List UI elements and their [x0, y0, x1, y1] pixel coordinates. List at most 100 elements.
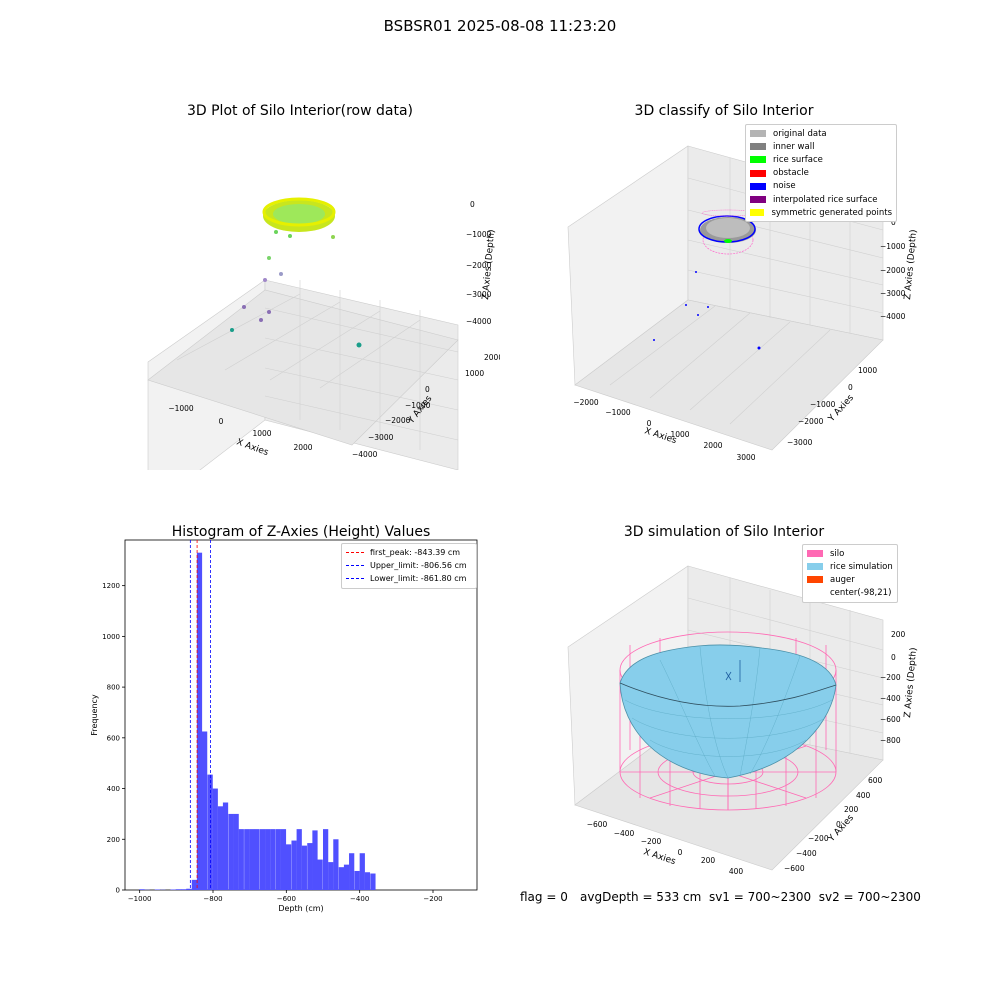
histogram-bar	[249, 829, 255, 890]
histogram-xtick-label: −200	[423, 895, 442, 903]
figure-title: BSBSR01 2025-08-08 11:23:20	[383, 17, 617, 35]
raw-xtick: 0	[219, 417, 224, 426]
legend-entry: center(-98,21)	[807, 587, 893, 600]
histogram-bar	[212, 788, 218, 890]
classify-ztick: −4000	[880, 312, 906, 321]
histogram-bar	[275, 829, 281, 890]
raw-grid	[176, 280, 459, 450]
histogram-bar	[222, 802, 229, 890]
histogram-xtick-label: −400	[350, 895, 369, 903]
footer-flag: flag = 0	[520, 890, 568, 904]
histogram-legend: first_peak: -843.39 cm Upper_limit: -806…	[341, 543, 477, 589]
sim-floor-pane	[574, 719, 884, 871]
sim-xtick: 200	[701, 856, 716, 865]
histogram-bar	[191, 879, 197, 890]
legend-entry: auger	[807, 573, 893, 586]
legend-line	[346, 578, 364, 580]
histogram-xlabel: Depth (cm)	[278, 904, 323, 913]
histogram-bar	[307, 843, 313, 890]
classify-ytick: −1000	[810, 400, 836, 409]
sim-ylabel: Y Axies	[826, 813, 856, 845]
histogram-bar	[354, 870, 360, 890]
raw-point	[356, 342, 362, 348]
sim-ytick: −200	[808, 834, 829, 843]
histogram-bar	[265, 829, 271, 890]
legend-entry: noise	[750, 180, 892, 193]
histogram-bar	[328, 862, 334, 890]
legend-swatch	[750, 196, 766, 204]
sim-ytick: 0	[836, 820, 841, 829]
raw-ztick: −1000	[466, 230, 492, 239]
histogram-ytick-label: 0	[116, 887, 120, 895]
legend-label: rice surface	[773, 154, 823, 165]
histogram-bar	[333, 839, 339, 890]
legend-label: Upper_limit: -806.56 cm	[370, 561, 467, 571]
histogram-bar	[228, 813, 234, 890]
histogram-bar	[259, 829, 266, 890]
sim-ztick: 0	[891, 653, 896, 662]
histogram-bar	[139, 889, 145, 890]
legend-label: noise	[773, 181, 796, 192]
raw-ztick: −3000	[466, 290, 492, 299]
raw-3d-plot: −1000 0 1000 2000 2000 1000 0 −1000 −200…	[147, 197, 500, 470]
sim-rice-rim	[619, 682, 837, 707]
sim-xtick: −200	[641, 837, 662, 846]
histogram-ytick-label: 1200	[102, 582, 120, 590]
legend-entry: interpolated rice surface	[750, 193, 892, 206]
raw-point	[259, 318, 263, 322]
sim-rice-surface	[619, 644, 837, 779]
legend-line	[346, 552, 364, 554]
histogram-xtick-label: −1000	[128, 895, 152, 903]
classify-ztick: −2000	[880, 266, 906, 275]
raw-point	[230, 328, 234, 332]
histogram-bar	[196, 552, 203, 890]
histogram-bar	[244, 829, 250, 890]
classify-legend: original data inner wall rice surface ob…	[745, 124, 897, 223]
raw-ztick: 0	[470, 200, 475, 209]
sim-ytick: −400	[796, 849, 817, 858]
sim-ytick: 200	[844, 805, 859, 814]
sim-ztick: 200	[891, 630, 906, 639]
legend-label: original data	[773, 128, 827, 139]
classify-xtick: 0	[647, 419, 652, 428]
raw-surface-inner	[273, 204, 325, 224]
histogram-bar	[296, 829, 302, 890]
sim-auger	[725, 660, 741, 682]
raw-ytick: 2000	[484, 353, 500, 362]
raw-surface-cluster	[262, 197, 336, 232]
legend-entry: inner wall	[750, 140, 892, 153]
raw-surface-rim	[262, 197, 336, 227]
histogram-ytick-label: 400	[107, 785, 120, 793]
raw-ytick: 1000	[465, 369, 484, 378]
legend-label: obstacle	[773, 168, 809, 179]
legend-line	[346, 565, 364, 567]
histogram-bar	[312, 830, 318, 890]
legend-entry: rice simulation	[807, 560, 893, 573]
histogram-bar	[301, 845, 307, 890]
sim-ytick: 600	[868, 776, 883, 785]
legend-entry: first_peak: -843.39 cm	[346, 546, 472, 559]
legend-label: interpolated rice surface	[773, 194, 878, 205]
classify-point	[685, 304, 687, 306]
raw-ztick: −2000	[466, 261, 492, 270]
sim-ytick: −600	[784, 864, 805, 873]
histogram-bar	[338, 867, 345, 890]
simulation-3d-plot: −600 −400 −200 0 200 400 600 400 200 0 −…	[567, 565, 919, 876]
raw-point	[331, 235, 335, 239]
histogram-ytick-label: 200	[107, 836, 120, 844]
legend-label: rice simulation	[830, 561, 893, 572]
histogram-ylabel: Frequency	[90, 694, 99, 736]
legend-label: symmetric generated points	[771, 207, 892, 218]
histogram-xtick-label: −800	[203, 895, 222, 903]
raw-point	[267, 310, 271, 314]
classify-silo-cluster	[698, 209, 756, 255]
raw-point	[267, 256, 271, 260]
legend-label: center(-98,21)	[830, 588, 892, 599]
classify-point	[653, 339, 655, 341]
sim-xtick: 0	[678, 848, 683, 857]
histogram-bar	[280, 829, 287, 890]
classify-point	[697, 314, 699, 316]
histogram-xtick-label: −600	[277, 895, 296, 903]
legend-swatch	[750, 182, 766, 190]
legend-entry: silo	[807, 547, 893, 560]
